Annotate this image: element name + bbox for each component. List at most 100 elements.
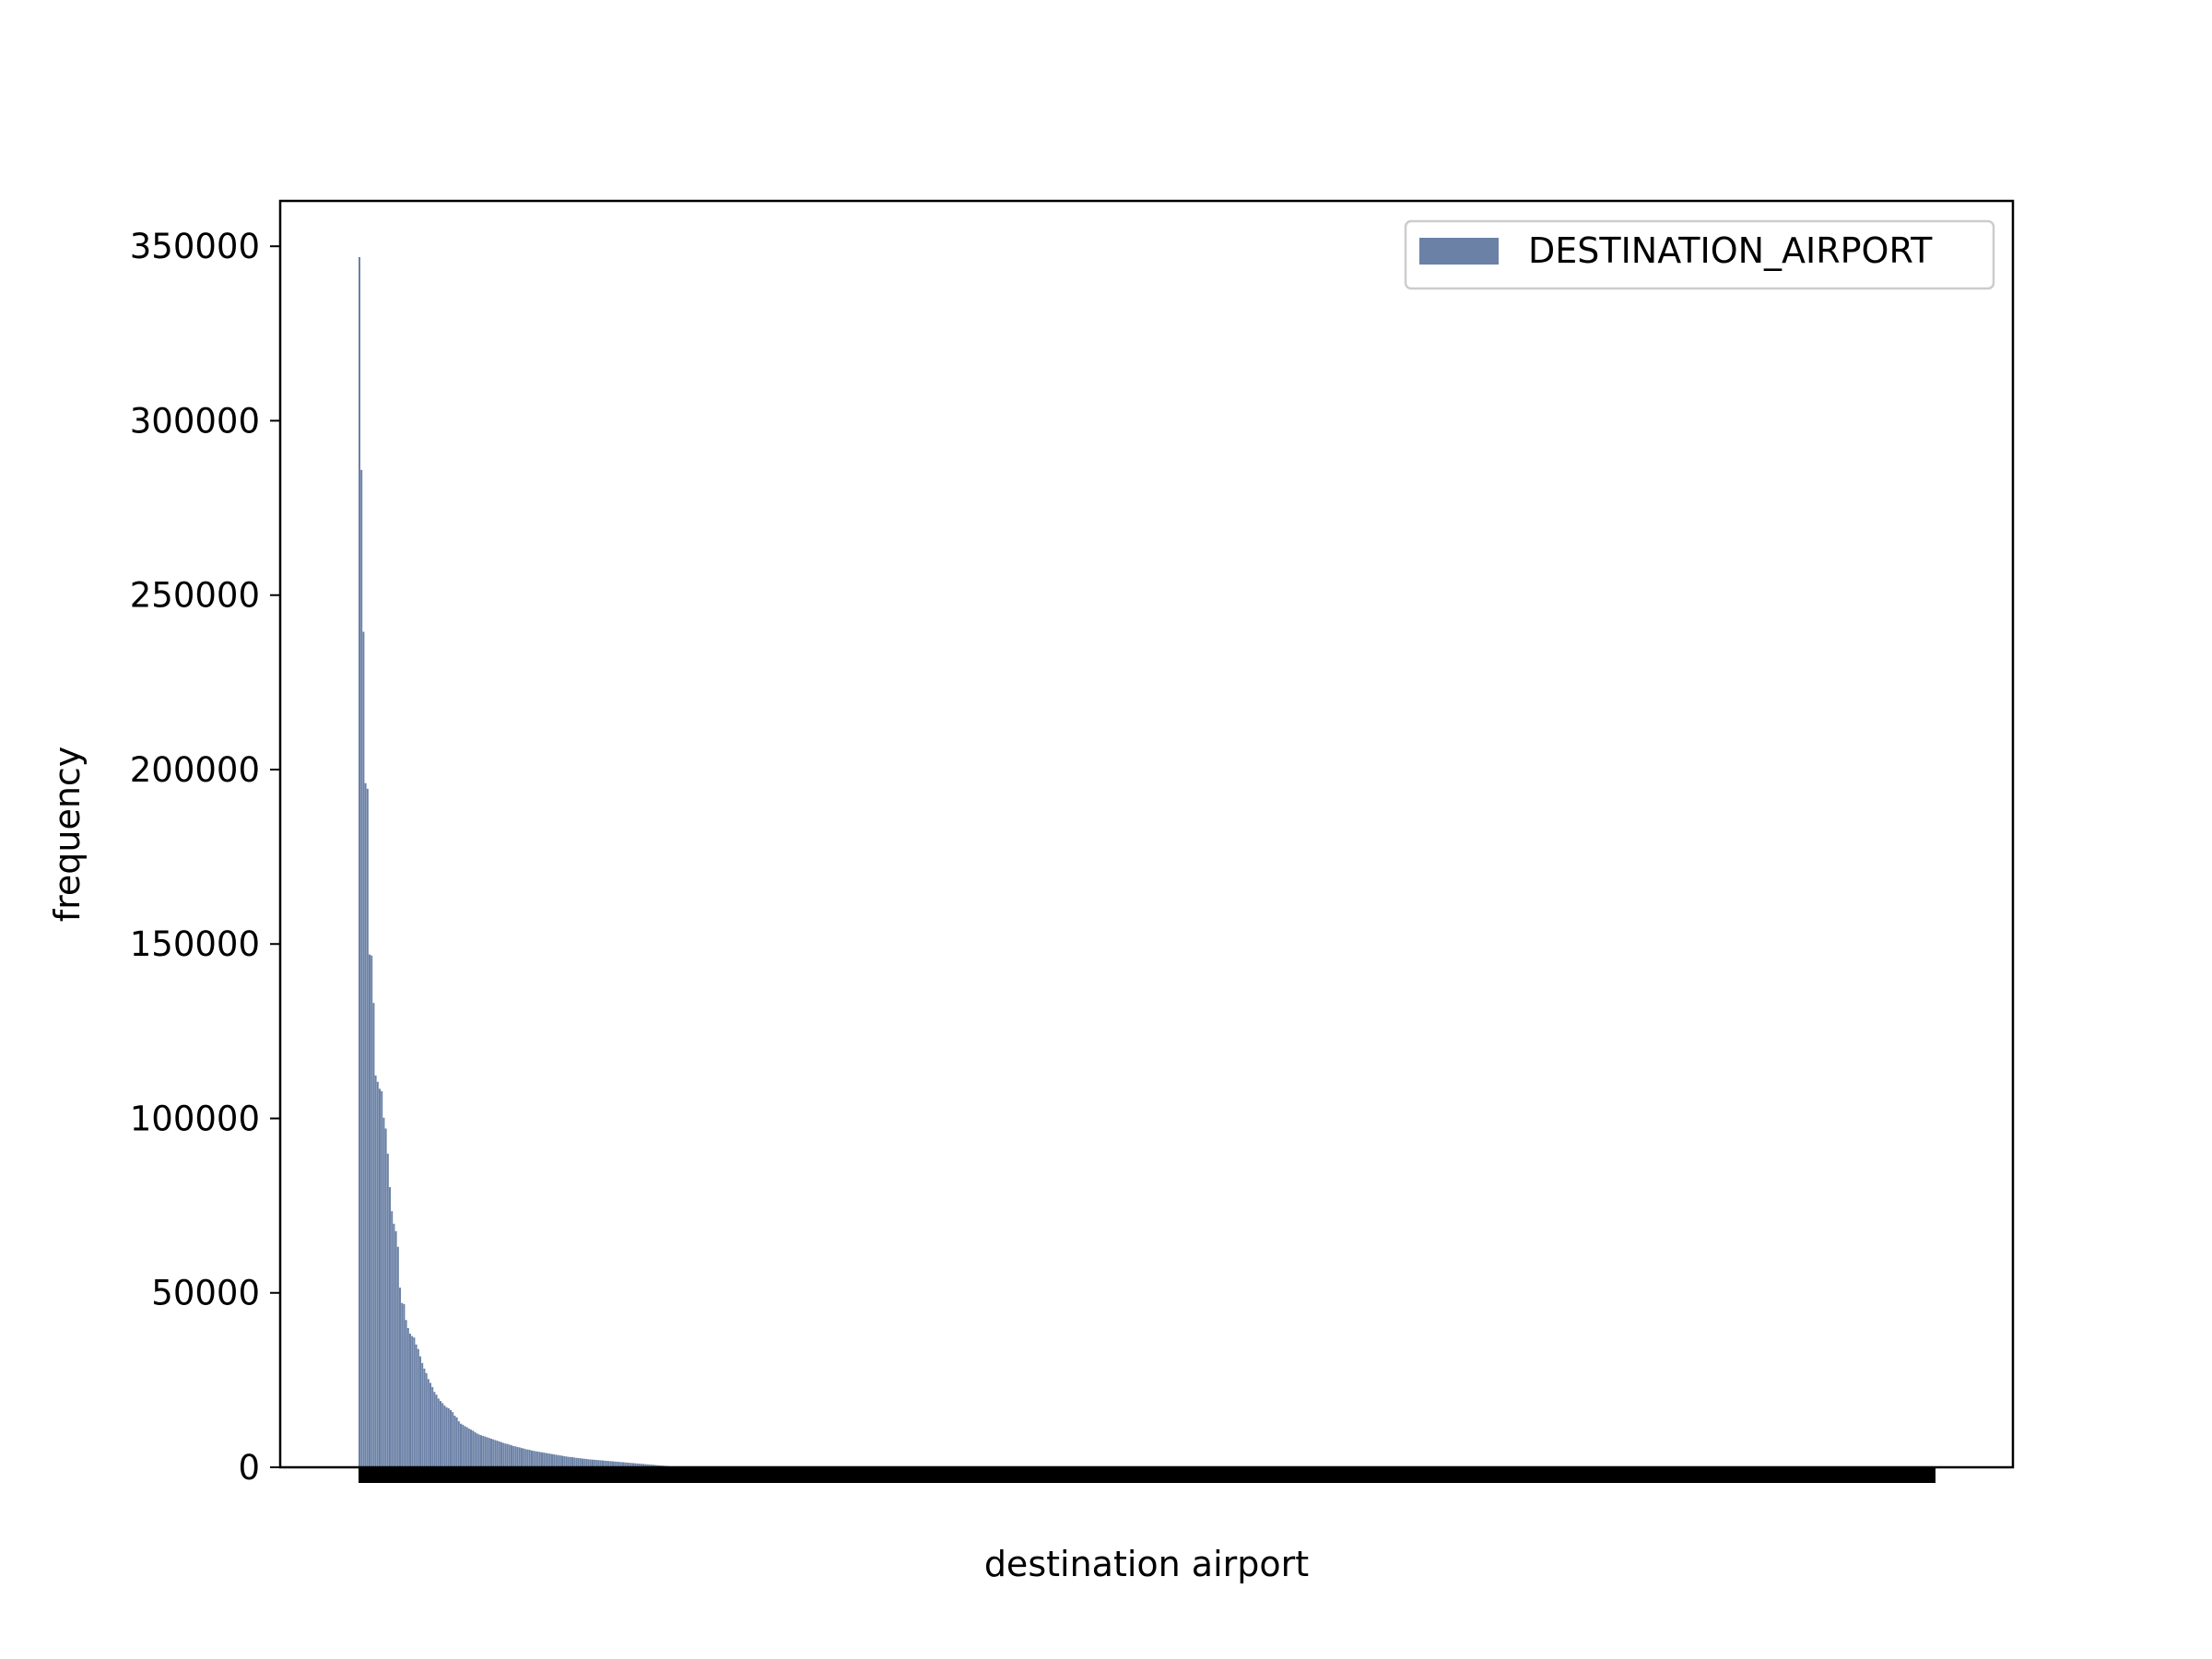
bar xyxy=(597,1460,600,1467)
bar xyxy=(551,1453,553,1467)
bar xyxy=(565,1456,568,1467)
bar xyxy=(477,1434,480,1467)
bar xyxy=(453,1415,456,1467)
bar xyxy=(523,1448,525,1467)
bar xyxy=(399,1288,401,1467)
bar xyxy=(559,1455,561,1467)
legend-swatch xyxy=(1419,238,1499,265)
bar xyxy=(381,1090,383,1467)
bar xyxy=(490,1438,492,1467)
y-tick-label: 150000 xyxy=(130,924,260,964)
bar xyxy=(543,1453,546,1467)
bar xyxy=(359,256,360,1468)
bar xyxy=(592,1459,594,1467)
bar xyxy=(379,1088,381,1467)
bar xyxy=(429,1382,431,1467)
bar xyxy=(450,1409,452,1467)
bar xyxy=(403,1303,406,1467)
bar xyxy=(609,1461,612,1467)
bar xyxy=(366,788,369,1467)
bar xyxy=(488,1438,490,1467)
y-tick-label: 100000 xyxy=(130,1099,260,1138)
bar xyxy=(516,1447,519,1467)
bar xyxy=(569,1456,571,1467)
bar xyxy=(636,1463,639,1467)
bar xyxy=(583,1458,586,1467)
bar xyxy=(496,1441,499,1467)
bar xyxy=(376,1081,379,1467)
bar xyxy=(364,782,367,1467)
bar xyxy=(511,1445,512,1467)
bar xyxy=(411,1335,414,1467)
bar xyxy=(415,1344,418,1467)
y-tick-label: 50000 xyxy=(151,1274,260,1313)
legend-frame xyxy=(1404,219,1995,290)
bar xyxy=(547,1453,549,1467)
bar xyxy=(526,1449,529,1467)
bar xyxy=(548,1453,551,1467)
y-tick-label: 300000 xyxy=(130,401,260,441)
bar xyxy=(587,1459,590,1467)
y-tick-label: 350000 xyxy=(130,227,260,266)
bar xyxy=(622,1462,624,1467)
bar xyxy=(447,1408,450,1467)
bar xyxy=(406,1327,409,1467)
bar xyxy=(445,1406,448,1467)
bar xyxy=(401,1302,404,1467)
bar xyxy=(594,1459,596,1467)
bar xyxy=(579,1458,582,1467)
bars xyxy=(359,256,671,1468)
x-tick-marks-band xyxy=(359,1467,1936,1483)
bar xyxy=(417,1348,419,1467)
x-tick-marks xyxy=(359,1467,1936,1483)
legend: DESTINATION_AIRPORT xyxy=(1404,219,1995,290)
bar xyxy=(642,1464,644,1467)
bar xyxy=(492,1439,495,1467)
bar xyxy=(457,1421,460,1467)
bar xyxy=(440,1401,441,1467)
y-ticks: 0 50000 100000 150000 200000 250000 300000 3500… xyxy=(130,227,280,1488)
bar xyxy=(640,1464,642,1467)
bar xyxy=(464,1426,466,1467)
bar xyxy=(628,1463,630,1467)
bar xyxy=(374,1075,377,1467)
y-tick-label: 0 xyxy=(238,1448,260,1488)
bar xyxy=(470,1430,472,1467)
bar xyxy=(535,1451,537,1467)
bar xyxy=(582,1458,583,1467)
bar xyxy=(538,1452,541,1467)
bar xyxy=(567,1456,570,1467)
y-tick-label: 250000 xyxy=(130,576,260,616)
bar xyxy=(452,1412,454,1467)
bar xyxy=(362,631,365,1467)
bar xyxy=(528,1450,531,1467)
bar xyxy=(486,1437,488,1467)
bar xyxy=(571,1457,573,1467)
bar xyxy=(541,1452,543,1467)
bar xyxy=(441,1403,444,1467)
bar xyxy=(421,1362,424,1467)
bar xyxy=(467,1428,470,1467)
bar xyxy=(506,1443,509,1467)
bar xyxy=(632,1463,634,1467)
bar xyxy=(427,1379,429,1467)
bar xyxy=(616,1461,618,1467)
bar xyxy=(599,1460,602,1467)
bar xyxy=(585,1458,588,1467)
bar xyxy=(514,1446,517,1467)
bar xyxy=(521,1448,523,1467)
bar xyxy=(465,1427,468,1467)
legend-label: DESTINATION_AIRPORT xyxy=(1528,230,1933,271)
bar xyxy=(614,1461,617,1467)
bar xyxy=(504,1443,507,1467)
bar xyxy=(394,1230,397,1467)
bar xyxy=(536,1451,539,1467)
bar xyxy=(644,1464,647,1467)
bar xyxy=(437,1398,440,1467)
bar xyxy=(518,1447,521,1467)
bar xyxy=(474,1431,477,1467)
bar xyxy=(653,1465,654,1467)
bar xyxy=(423,1368,426,1467)
bar xyxy=(393,1223,395,1467)
bar xyxy=(618,1462,620,1467)
